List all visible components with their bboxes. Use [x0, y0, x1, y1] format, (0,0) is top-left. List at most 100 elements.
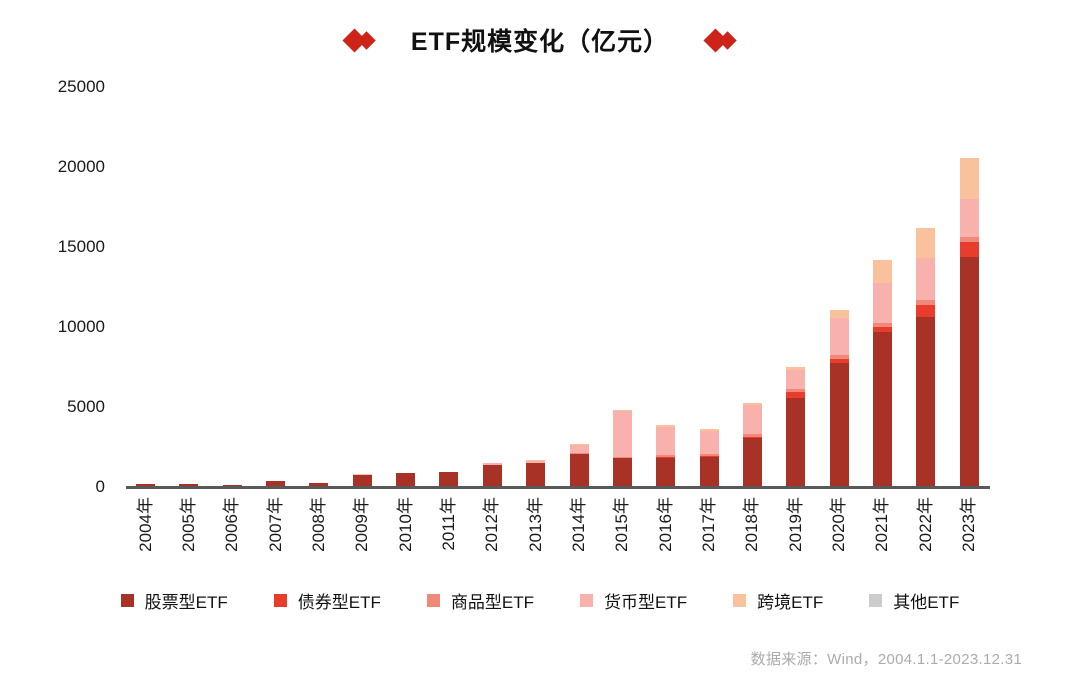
bar-segment	[612, 458, 632, 487]
y-tick-label: 25000	[57, 77, 105, 96]
y-tick-label: 10000	[57, 317, 105, 336]
bar-segment	[222, 484, 242, 487]
bar-segment	[699, 431, 719, 455]
x-tick-label: 2005年	[178, 497, 198, 552]
bar-segment	[916, 304, 936, 317]
bar-segment	[526, 460, 546, 463]
bar-segment	[526, 459, 546, 461]
x-tick-label: 2014年	[569, 497, 588, 552]
bar-segment	[916, 316, 936, 487]
legend-item: 债券型ETF	[273, 588, 381, 613]
bar-segment	[916, 258, 936, 301]
x-tick-label: 2016年	[655, 497, 675, 552]
bar-segment	[872, 259, 892, 284]
x-tick-label: 2004年	[135, 497, 155, 552]
bar-segment	[612, 410, 632, 411]
bar-segment	[829, 363, 849, 487]
legend-item: 股票型ETF	[120, 588, 228, 613]
legend-label: 其他ETF	[893, 593, 960, 612]
legend-swatch-icon	[869, 594, 883, 607]
bar-segment	[352, 474, 372, 475]
legend-item: 货币型ETF	[580, 588, 687, 613]
bar-segment	[439, 471, 459, 487]
x-tick-label: 2011年	[438, 497, 458, 551]
bar-segment	[786, 388, 806, 392]
y-tick-label: 20000	[57, 157, 105, 176]
x-tick-label: 2020年	[829, 497, 849, 552]
x-tick-label: 2022年	[915, 497, 935, 552]
bar-segment	[959, 256, 979, 487]
bar-segment	[656, 426, 676, 456]
y-tick-label: 15000	[57, 237, 105, 256]
legend-label: 货币型ETF	[604, 593, 688, 612]
legend-swatch-icon	[580, 594, 593, 607]
bar-segment	[786, 391, 806, 399]
bar-segment	[829, 318, 849, 355]
bar-segment	[569, 445, 589, 454]
legend-label: 股票型ETF	[144, 593, 228, 612]
legend-swatch-icon	[426, 594, 440, 607]
legend-swatch-icon	[733, 594, 747, 607]
bar-segment	[786, 367, 806, 370]
x-tick-label: 2012年	[482, 497, 502, 552]
bar-segment	[872, 283, 892, 323]
bar-segment	[482, 464, 502, 487]
legend-item: 跨境ETF	[733, 588, 823, 613]
bar-segment	[959, 241, 979, 257]
x-axis-line	[126, 486, 990, 489]
bar-segment	[916, 300, 936, 305]
bar-segment	[872, 331, 892, 487]
bar-segment	[352, 475, 372, 487]
legend-item: 其他ETF	[869, 588, 959, 613]
legend-label: 债券型ETF	[297, 593, 381, 612]
bar-segment	[786, 398, 806, 487]
x-tick-label: 2006年	[222, 497, 242, 552]
x-tick-label: 2010年	[395, 497, 415, 552]
x-tick-label: 2018年	[742, 497, 762, 552]
bar-segment	[526, 463, 546, 487]
x-tick-label: 2017年	[699, 497, 719, 552]
x-tick-label: 2007年	[265, 497, 285, 552]
x-tick-label: 2015年	[612, 497, 632, 552]
bar-segment	[829, 354, 849, 359]
bar-segment	[136, 484, 155, 487]
bar-segment	[309, 482, 329, 487]
bar-segment	[959, 236, 979, 242]
bar-segment	[959, 198, 979, 237]
x-tick-label: 2023年	[959, 497, 979, 552]
bar-segment	[569, 443, 589, 446]
bar-segment	[742, 438, 762, 487]
x-tick-label: 2013年	[525, 497, 545, 552]
legend-swatch-icon	[273, 594, 287, 607]
bar-segment	[742, 436, 762, 439]
bar-segment	[786, 369, 806, 389]
page-title: ETF规模变化（亿元）	[410, 28, 670, 56]
bar-segment	[656, 455, 676, 457]
legend-label: 商品型ETF	[450, 593, 534, 612]
bar-segment	[396, 472, 416, 487]
bar-segment	[699, 454, 719, 456]
y-tick-label: 5000	[67, 397, 105, 416]
bar-segment	[742, 404, 762, 435]
bar-segment	[742, 403, 762, 405]
bar-segment	[742, 434, 762, 437]
bar-segment	[612, 410, 632, 458]
bar-segment	[872, 326, 892, 332]
bar-segment	[699, 456, 719, 487]
bar-segment	[959, 158, 979, 199]
bar-segment	[612, 457, 632, 459]
bar-segment	[179, 484, 199, 487]
x-tick-label: 2008年	[308, 497, 328, 552]
data-source-note: 数据来源：Wind，2004.1.1-2023.12.31	[750, 651, 1022, 668]
bar-segment	[872, 322, 892, 327]
x-tick-label: 2021年	[872, 497, 892, 552]
bar-segment	[699, 455, 719, 457]
legend: 股票型ETF 债券型ETF 商品型ETF 货币型ETF 跨境ETF 其他ETF	[0, 588, 1080, 613]
bar-segment	[266, 480, 286, 487]
x-tick-label: 2009年	[352, 497, 372, 552]
legend-item: 商品型ETF	[426, 588, 534, 613]
legend-label: 跨境ETF	[757, 593, 824, 612]
bar-segment	[656, 458, 676, 487]
